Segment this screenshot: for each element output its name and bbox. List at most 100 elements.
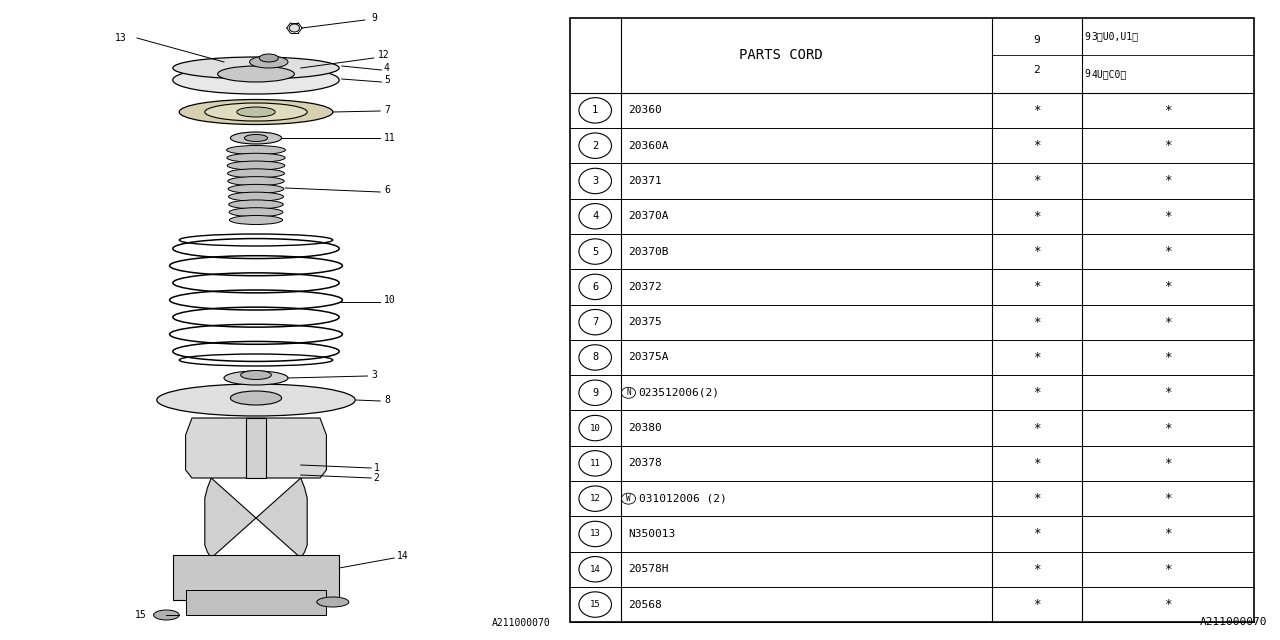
Text: *: * (1165, 387, 1171, 399)
Text: 6: 6 (384, 185, 390, 195)
Text: *: * (1033, 280, 1041, 293)
Text: 3: 3 (593, 176, 598, 186)
Text: 9: 9 (1084, 31, 1091, 42)
Text: 12: 12 (590, 494, 600, 503)
Text: 2: 2 (374, 473, 380, 483)
Text: 4U〈C0〉: 4U〈C0〉 (1092, 69, 1128, 79)
Text: *: * (1033, 245, 1041, 258)
Text: *: * (1033, 457, 1041, 470)
Text: 4: 4 (593, 211, 598, 221)
Text: 8: 8 (593, 353, 598, 362)
Text: *: * (1033, 422, 1041, 435)
Ellipse shape (237, 107, 275, 117)
Text: 20360A: 20360A (628, 141, 669, 150)
Text: *: * (1165, 598, 1171, 611)
Polygon shape (186, 418, 326, 478)
Text: *: * (1033, 563, 1041, 576)
Ellipse shape (259, 54, 279, 62)
Text: 9: 9 (371, 13, 378, 23)
Bar (246, 418, 266, 478)
Text: A211000070: A211000070 (492, 618, 550, 628)
Text: N350013: N350013 (628, 529, 676, 539)
Text: 10: 10 (384, 295, 396, 305)
Text: 20370A: 20370A (628, 211, 669, 221)
Text: 023512006(2): 023512006(2) (639, 388, 719, 398)
Text: 2: 2 (1033, 65, 1041, 76)
Text: *: * (1165, 280, 1171, 293)
Text: 8: 8 (384, 395, 390, 405)
Text: 20380: 20380 (628, 423, 662, 433)
Text: 20375A: 20375A (628, 353, 669, 362)
Text: 12: 12 (378, 50, 389, 60)
Ellipse shape (228, 192, 284, 201)
Text: *: * (1033, 139, 1041, 152)
Text: *: * (1033, 316, 1041, 329)
Text: 15: 15 (134, 610, 146, 620)
Text: 11: 11 (590, 459, 600, 468)
Ellipse shape (179, 99, 333, 125)
Text: 13: 13 (115, 33, 127, 43)
Text: 14: 14 (397, 551, 408, 561)
Text: *: * (1165, 492, 1171, 505)
Bar (173, 555, 339, 600)
Ellipse shape (218, 66, 294, 82)
Polygon shape (205, 478, 307, 558)
Text: *: * (1165, 316, 1171, 329)
Text: 9: 9 (1033, 35, 1041, 45)
Text: 6: 6 (593, 282, 598, 292)
Text: A211000070: A211000070 (1199, 617, 1267, 627)
Ellipse shape (230, 391, 282, 405)
Text: 10: 10 (590, 424, 600, 433)
Ellipse shape (316, 597, 348, 607)
Ellipse shape (229, 208, 283, 217)
Ellipse shape (227, 153, 285, 163)
Ellipse shape (228, 161, 285, 170)
Text: *: * (1033, 387, 1041, 399)
Text: 5: 5 (384, 75, 390, 85)
Ellipse shape (205, 103, 307, 121)
Text: 5: 5 (593, 246, 598, 257)
Text: *: * (1033, 104, 1041, 117)
Text: *: * (1165, 175, 1171, 188)
Text: *: * (1165, 563, 1171, 576)
Ellipse shape (154, 610, 179, 620)
Text: *: * (1033, 210, 1041, 223)
Text: *: * (1165, 527, 1171, 540)
Ellipse shape (244, 134, 268, 141)
Text: 9: 9 (593, 388, 598, 398)
Text: 20568: 20568 (628, 600, 662, 609)
Text: 031012006 (2): 031012006 (2) (639, 493, 727, 504)
Bar (186, 590, 326, 615)
Text: *: * (1165, 139, 1171, 152)
Ellipse shape (228, 184, 284, 193)
Ellipse shape (157, 384, 356, 416)
Text: 2: 2 (593, 141, 598, 150)
Ellipse shape (173, 66, 339, 94)
Text: *: * (1165, 245, 1171, 258)
Text: 20372: 20372 (628, 282, 662, 292)
Text: *: * (1165, 104, 1171, 117)
Ellipse shape (230, 132, 282, 144)
Text: 20378: 20378 (628, 458, 662, 468)
Text: 20375: 20375 (628, 317, 662, 327)
Text: *: * (1033, 175, 1041, 188)
Text: 20360: 20360 (628, 106, 662, 115)
Text: W: W (626, 494, 631, 503)
Text: 15: 15 (590, 600, 600, 609)
Text: 3〈U0,U1〉: 3〈U0,U1〉 (1092, 31, 1139, 42)
Text: 13: 13 (590, 529, 600, 538)
Ellipse shape (173, 57, 339, 79)
Text: 20578H: 20578H (628, 564, 669, 574)
Text: 9: 9 (1084, 69, 1091, 79)
Text: *: * (1033, 351, 1041, 364)
Text: 1: 1 (374, 463, 380, 473)
Ellipse shape (227, 145, 285, 154)
Text: 4: 4 (384, 63, 390, 73)
Ellipse shape (229, 216, 283, 225)
Ellipse shape (289, 24, 300, 32)
Text: 7: 7 (384, 105, 390, 115)
Text: *: * (1033, 598, 1041, 611)
Text: *: * (1033, 527, 1041, 540)
Text: *: * (1033, 492, 1041, 505)
Text: PARTS CORD: PARTS CORD (739, 48, 823, 62)
